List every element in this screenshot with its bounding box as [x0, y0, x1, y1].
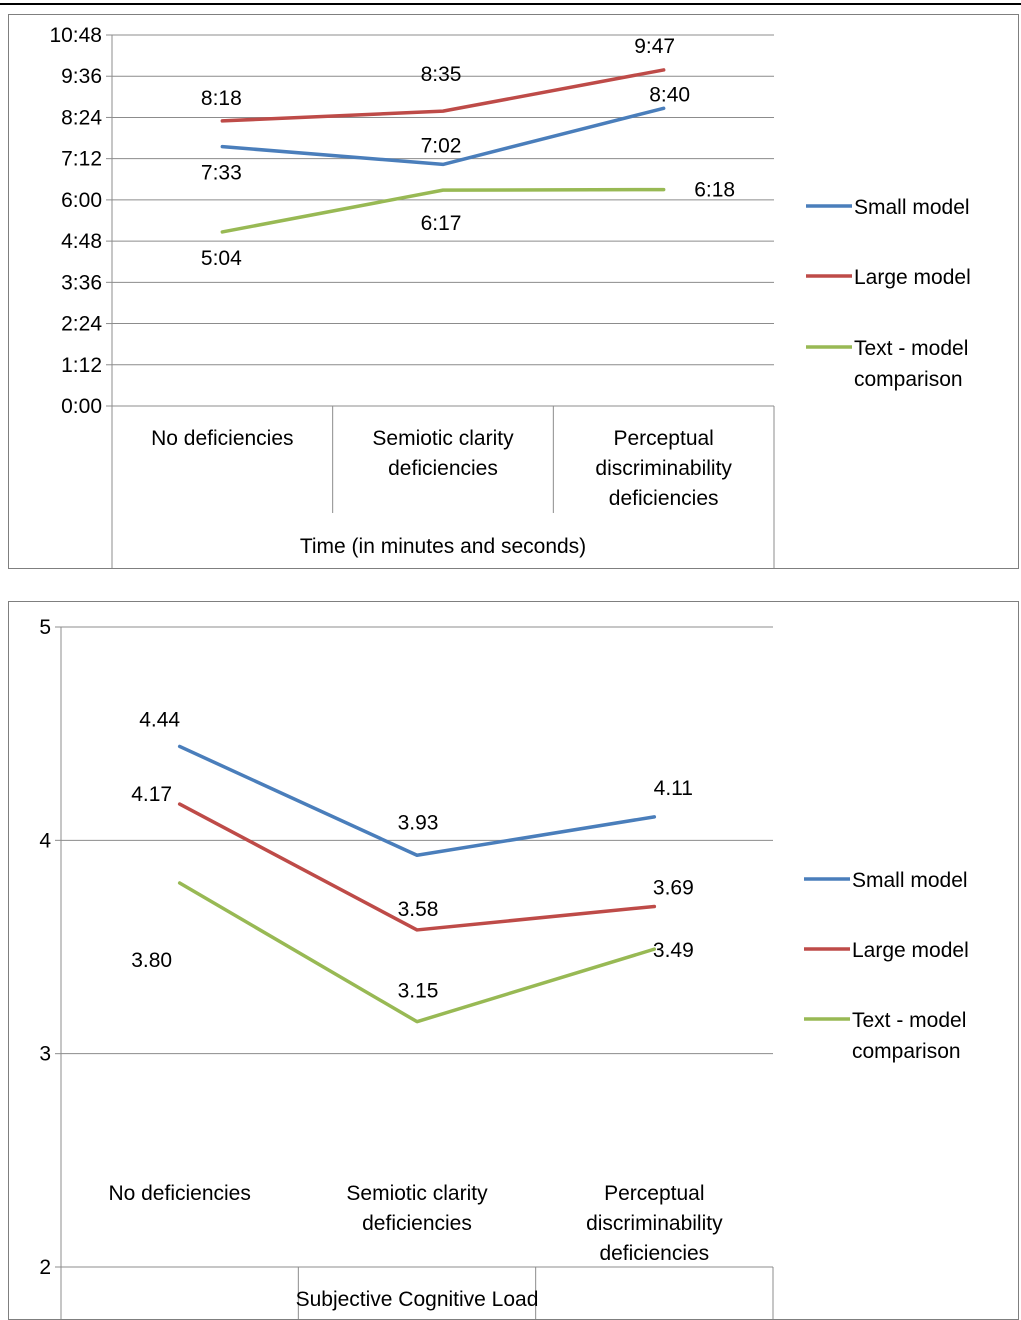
legend-label: Small model	[852, 869, 968, 892]
x-tick-label: Perceptual discriminability deficiencies	[595, 427, 732, 510]
x-tick-label: No deficiencies	[151, 427, 293, 450]
series-line	[177, 744, 657, 858]
data-label: 8:18	[201, 87, 242, 110]
series-line	[220, 106, 666, 167]
series-line	[220, 187, 666, 234]
top-rule	[0, 3, 1021, 5]
series-line	[177, 802, 657, 932]
x-axis-title: Time (in minutes and seconds)	[300, 535, 586, 558]
time-chart: 0:00 1:12 2:24 3:36 4:48 6:00 7:12 8:24 9:36 10:4…	[8, 14, 1019, 569]
data-label: 3.69	[653, 876, 694, 899]
data-label: 9:47	[634, 35, 675, 58]
y-tick-label: 9:36	[61, 65, 102, 88]
time-chart-svg: 0:00 1:12 2:24 3:36 4:48 6:00 7:12 8:24 9:36 10:4…	[49, 24, 971, 568]
cognitive-load-chart-svg: 2 3 4 5 No deficiencies Semiotic clarity defic…	[39, 616, 969, 1319]
data-label: 4.11	[654, 777, 693, 800]
data-label: 7:33	[201, 162, 242, 185]
x-tick-label: Semiotic clarity deficiencies	[372, 427, 514, 480]
series-line	[220, 68, 666, 123]
legend-label: Large model	[852, 939, 969, 962]
series-line	[177, 881, 657, 1024]
data-label: 8:35	[421, 63, 462, 86]
legend-label: Text - model comparison	[852, 1009, 966, 1063]
cognitive-load-chart: 2 3 4 5 No deficiencies Semiotic clarity defic…	[8, 601, 1019, 1320]
y-tick-label: 4:48	[61, 230, 102, 253]
data-label: 5:04	[201, 247, 242, 270]
y-tick-label: 3	[39, 1043, 51, 1066]
y-tick-label: 2	[39, 1256, 51, 1279]
data-label: 6:17	[421, 212, 462, 235]
y-tick-label: 1:12	[61, 354, 102, 377]
y-tick-label: 5	[39, 616, 51, 639]
x-tick-label: Semiotic clarity deficiencies	[346, 1182, 488, 1235]
data-label: 6:18	[694, 179, 735, 202]
data-label: 3.49	[653, 939, 694, 962]
data-label: 7:02	[421, 134, 462, 157]
data-label: 8:40	[649, 83, 690, 106]
legend-label: Small model	[854, 196, 970, 219]
data-label: 3.80	[131, 949, 172, 972]
x-tick-label: Perceptual discriminability deficiencies	[586, 1182, 723, 1265]
y-tick-label: 10:48	[49, 24, 102, 47]
legend-label: Large model	[854, 266, 971, 289]
data-label: 3.93	[398, 811, 439, 834]
data-label: 4.17	[131, 783, 172, 806]
y-tick-label: 7:12	[61, 148, 102, 171]
x-axis-title: Subjective Cognitive Load	[296, 1288, 539, 1311]
y-tick-label: 8:24	[61, 106, 102, 129]
y-tick-label: 3:36	[61, 271, 102, 294]
y-tick-label: 0:00	[61, 395, 102, 418]
x-tick-label: No deficiencies	[108, 1182, 250, 1205]
data-label: 3.58	[398, 898, 439, 921]
y-tick-label: 4	[39, 829, 51, 852]
data-label: 4.44	[139, 708, 180, 731]
data-label: 3.15	[398, 980, 439, 1003]
y-tick-label: 2:24	[61, 313, 102, 336]
y-tick-label: 6:00	[61, 189, 102, 212]
legend-label: Text - model comparison	[854, 337, 968, 391]
